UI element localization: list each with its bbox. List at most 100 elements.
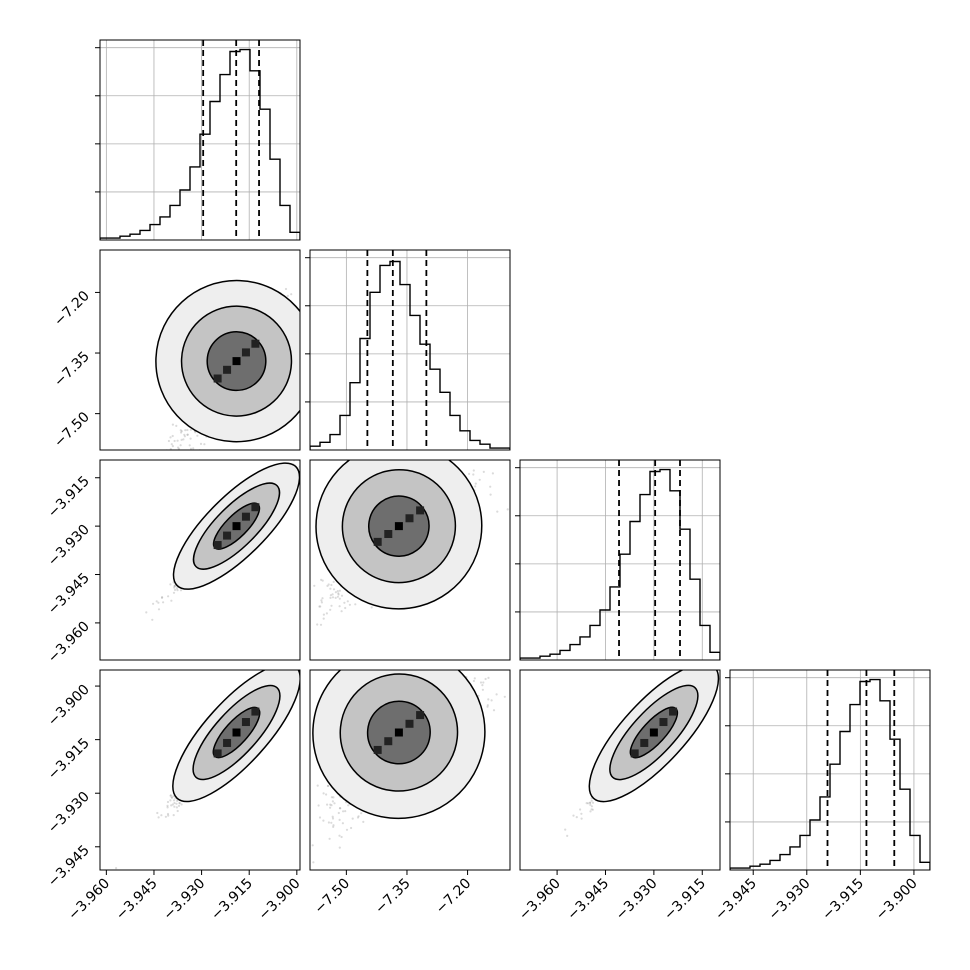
sample-point <box>489 493 492 496</box>
sample-point <box>329 587 332 590</box>
sample-point <box>310 314 312 316</box>
sample-point <box>295 662 297 664</box>
y-tick-label: −3.960 <box>45 618 93 666</box>
sample-point <box>177 447 181 450</box>
panel-content <box>115 642 317 870</box>
panel-frame <box>99 39 301 241</box>
sample-point <box>183 435 186 438</box>
sample-point <box>315 643 317 645</box>
sample-point <box>194 431 197 434</box>
sample-point <box>310 320 312 322</box>
sample-point <box>152 602 155 605</box>
sample-point <box>301 351 303 353</box>
density-peak-cell <box>394 522 403 531</box>
sample-point <box>322 617 325 620</box>
sample-point <box>319 447 321 449</box>
sample-point <box>176 589 179 592</box>
sample-point <box>316 623 319 626</box>
sample-point <box>472 473 475 476</box>
sample-point <box>203 443 206 446</box>
sample-point <box>297 455 299 457</box>
density-peak-cell <box>223 531 232 540</box>
sample-point <box>171 423 174 426</box>
sample-point <box>354 603 357 606</box>
y-tick-label: −3.930 <box>45 522 93 570</box>
sample-point <box>338 605 341 608</box>
sample-point <box>346 600 349 603</box>
sample-point <box>424 457 426 459</box>
sample-point <box>170 599 173 602</box>
sample-point <box>474 485 477 488</box>
density-peak-cell <box>241 348 250 357</box>
sample-point <box>338 589 341 592</box>
sample-point <box>290 293 293 296</box>
sample-point <box>306 647 308 649</box>
sample-point <box>173 588 177 592</box>
panel-frame <box>99 249 301 451</box>
sample-point <box>496 510 499 513</box>
sample-point <box>283 666 285 668</box>
sample-point <box>307 621 309 623</box>
density-peak-cell <box>373 537 382 546</box>
sample-point <box>301 463 303 465</box>
sample-point <box>167 439 170 443</box>
sample-point <box>301 323 303 325</box>
sample-point <box>177 804 181 808</box>
sample-point <box>321 433 323 435</box>
y-tick-label: −7.50 <box>51 409 93 451</box>
sample-point <box>300 453 302 455</box>
sample-point <box>161 596 164 599</box>
sample-point <box>305 452 307 454</box>
sample-point <box>180 430 183 433</box>
sample-point <box>331 596 335 599</box>
sample-point <box>327 583 330 586</box>
sample-point <box>478 478 481 481</box>
sample-point <box>348 603 351 606</box>
sample-point <box>171 445 174 448</box>
sample-point <box>301 662 303 664</box>
sample-point <box>321 597 324 600</box>
sample-point <box>173 805 176 808</box>
sample-point <box>300 664 302 666</box>
sample-point <box>175 587 178 590</box>
sample-point <box>320 599 323 602</box>
sample-point <box>169 436 172 439</box>
sample-point <box>169 583 172 586</box>
sample-point <box>186 433 189 436</box>
sample-point <box>179 444 182 447</box>
sample-point <box>177 446 180 449</box>
panel-content <box>310 250 510 450</box>
sample-point <box>173 439 176 443</box>
density-peak-cell <box>223 365 232 374</box>
sample-point <box>286 294 289 297</box>
sample-point <box>318 605 321 608</box>
sample-point <box>188 444 191 447</box>
sample-point <box>162 601 165 604</box>
sample-point <box>340 594 344 597</box>
sample-point <box>184 429 187 432</box>
sample-point <box>175 424 178 427</box>
sample-point <box>313 584 316 587</box>
density-peak-cell <box>241 512 250 521</box>
sample-point <box>329 594 332 597</box>
sample-point <box>301 455 303 457</box>
panel-frame <box>309 459 511 661</box>
sample-point <box>336 590 339 593</box>
sample-point <box>491 472 494 475</box>
sample-point <box>171 434 174 438</box>
panel-1-0: −7.50−7.35−7.20 <box>51 249 312 451</box>
sample-point <box>334 596 337 600</box>
sample-point <box>326 584 329 588</box>
sample-point <box>157 601 160 604</box>
density-peak-cell <box>213 374 222 383</box>
sample-point <box>310 642 312 644</box>
sample-point <box>173 586 176 589</box>
sample-point <box>306 332 308 334</box>
sample-point <box>182 438 185 441</box>
sample-point <box>155 600 158 603</box>
sample-point <box>170 804 173 807</box>
y-tick-label: −7.35 <box>51 349 93 391</box>
sample-point <box>472 469 475 472</box>
sample-point <box>283 667 285 669</box>
sample-point <box>468 472 471 475</box>
